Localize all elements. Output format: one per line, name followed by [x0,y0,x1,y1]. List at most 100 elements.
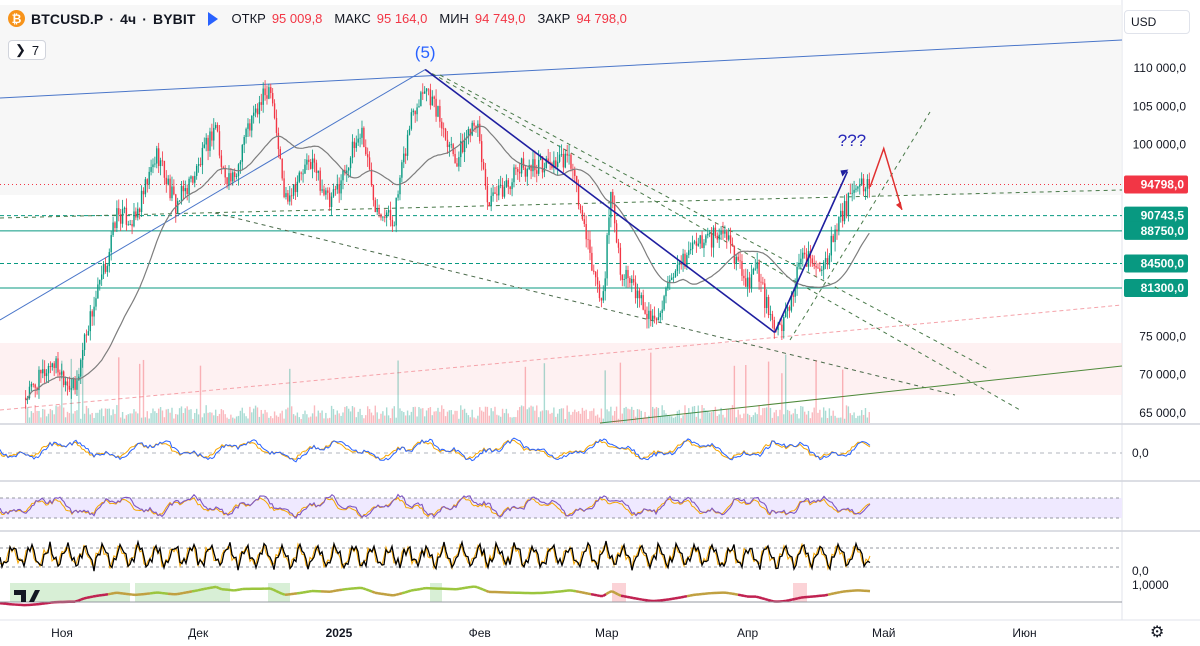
volume-bar [123,418,126,423]
candle-body [203,144,205,148]
volume-bar [840,417,842,423]
candle-body [655,318,658,321]
interval-label[interactable]: 4ч [120,10,137,27]
candle-body [363,127,365,148]
candle-body [24,397,27,400]
volume-bar [427,407,430,423]
candle-body [663,296,665,310]
volume-bar [99,409,101,423]
candle-body [249,123,251,131]
volume-bar [218,413,221,423]
candle-body [492,192,494,196]
volume-bar [74,411,76,423]
volume-bar [393,406,395,423]
trend-strength-line [77,598,82,602]
volume-bar [838,417,840,423]
symbol-name[interactable]: BTCUSD.P [31,10,104,27]
indicator-count: 7 [31,42,40,58]
candle-body [790,295,793,311]
close-value: 94 798,0 [576,11,627,26]
candle-body [159,160,162,166]
candle-body [612,191,614,205]
volume-bar [638,409,641,423]
volume-bar [121,411,124,423]
candle-body [279,149,281,159]
candle-body [594,271,597,278]
candle-body [619,247,622,275]
candle-body [100,274,103,280]
candle-body [737,256,739,261]
candle-body [676,264,679,271]
trend-strength-line [785,599,790,603]
candle-body [467,128,470,138]
candle-body [95,298,97,307]
candle-body [241,144,243,162]
volume-bar [349,411,352,423]
candle-body [570,154,572,169]
trend-strength-line [329,589,334,593]
candle-body [211,131,213,141]
volume-bar [342,412,344,423]
volume-bar [722,414,724,423]
candle-body [720,230,722,235]
candle-body [410,112,413,129]
volume-bar [353,407,356,423]
volume-bar [118,357,120,423]
candle-body [102,263,105,275]
candle-body [353,141,356,149]
time-axis-tick: Дек [188,626,209,640]
candle-body [127,224,129,226]
candle-body [532,159,534,172]
candle-body [587,239,589,241]
price-axis-tick: 65 000,0 [1139,406,1186,420]
candle-body [192,176,194,183]
candle-body [560,153,563,155]
volume-bar [163,417,166,423]
volume-bar [813,407,815,423]
candle-body [646,313,648,319]
volume-bar [537,417,540,423]
volume-bar [336,410,338,423]
trend-strength-line [770,599,775,603]
trend-strength-line [188,590,193,594]
volume-bar [650,352,652,423]
volume-bar [247,418,249,423]
volume-bar [264,409,266,423]
candle-body [853,189,855,193]
price-level-tag [1124,254,1188,273]
indicators-toggle-button[interactable]: ❯ 7 [8,40,47,60]
open-value: 95 009,8 [271,11,323,26]
volume-bar [429,407,432,423]
candle-body [471,122,473,136]
candle-body [602,291,604,301]
currency-selector[interactable]: USD [1124,10,1190,34]
volume-bar [268,417,270,423]
candle-body [547,158,549,162]
candle-body [640,295,642,299]
volume-bar [640,410,642,423]
volume-bar [80,418,82,423]
candle-body [843,201,846,222]
volume-bar [608,411,610,423]
volume-bar [710,412,713,423]
volume-bar [281,410,283,423]
candle-body [106,266,109,272]
flag-icon[interactable] [207,11,218,26]
candle-body [125,207,128,225]
trend-strength-line [593,593,598,597]
volume-bar [705,410,707,423]
volume-bar [765,407,768,423]
volume-bar [95,412,97,423]
volume-bar [646,417,648,423]
volume-bar [634,416,637,423]
gear-icon[interactable]: ⚙ [1150,622,1165,641]
volume-bar [693,405,696,423]
volume-bar [583,410,585,423]
trend-strength-line [371,590,376,594]
volume-bar [64,417,67,423]
volume-bar [475,418,477,423]
candle-body [99,279,101,285]
candle-body [479,123,481,142]
candle-body [773,319,775,330]
